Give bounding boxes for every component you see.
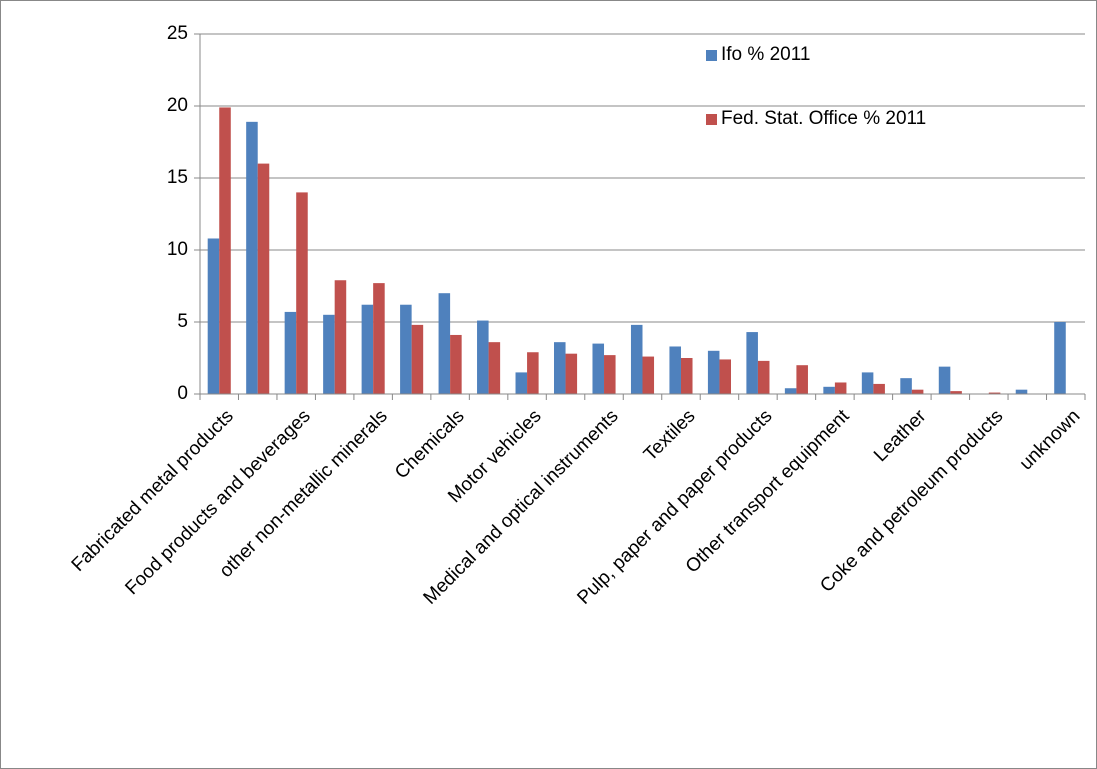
bar	[488, 342, 501, 394]
bar	[554, 342, 566, 394]
legend-swatch	[706, 114, 717, 125]
bar	[604, 355, 616, 394]
bar	[873, 383, 885, 394]
bar	[861, 372, 874, 394]
bar	[207, 238, 220, 394]
bar	[373, 283, 385, 394]
bar	[527, 352, 539, 394]
bar	[411, 324, 424, 394]
bar	[950, 391, 962, 394]
bar	[438, 293, 451, 394]
bar	[361, 304, 374, 394]
bar	[257, 163, 270, 394]
y-tick-label: 10	[167, 239, 188, 260]
legend-label: Ifo % 2011	[721, 44, 811, 65]
y-tick-label: 15	[167, 167, 188, 188]
bar	[757, 360, 770, 394]
bar	[630, 324, 643, 394]
bar	[296, 192, 308, 394]
bar	[450, 334, 462, 394]
bar	[334, 280, 347, 394]
legend-item: Fed. Stat. Office % 2011	[706, 104, 956, 134]
bar	[719, 359, 731, 394]
y-tick-label: 0	[177, 383, 188, 404]
bar	[246, 121, 258, 394]
bar	[834, 382, 847, 394]
bar	[477, 320, 489, 394]
legend: Ifo % 2011 Fed. Stat. Office % 2011	[706, 40, 956, 168]
bar	[219, 107, 231, 394]
bar	[323, 314, 335, 394]
bar	[746, 332, 758, 394]
bar	[938, 366, 951, 394]
y-tick-label: 25	[167, 23, 188, 44]
legend-item: Ifo % 2011	[706, 40, 956, 70]
legend-swatch	[706, 50, 717, 61]
bar	[911, 389, 924, 394]
bar	[284, 311, 297, 394]
y-tick-label: 20	[167, 95, 188, 116]
bar	[1015, 389, 1028, 394]
bar	[823, 386, 835, 394]
legend-label: Fed. Stat. Office % 2011	[721, 108, 927, 129]
y-tick-label: 5	[177, 311, 188, 332]
bar	[680, 358, 693, 394]
bar	[1054, 322, 1066, 394]
bar	[784, 388, 797, 394]
bar	[707, 350, 720, 394]
bar	[900, 378, 912, 394]
bar	[669, 346, 681, 394]
bar	[592, 343, 605, 394]
bar	[988, 392, 1001, 394]
bar	[515, 372, 528, 394]
bar	[400, 304, 412, 394]
bar	[642, 356, 655, 394]
bar	[565, 353, 578, 394]
bar	[796, 365, 808, 394]
